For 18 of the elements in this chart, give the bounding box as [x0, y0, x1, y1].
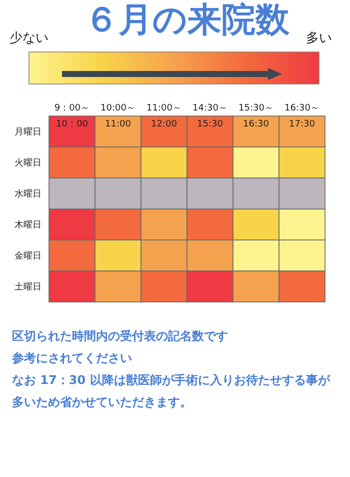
y-tick-label: 火曜日: [14, 158, 42, 168]
y-tick-label: 木曜日: [14, 220, 42, 230]
y-tick-label: 金曜日: [14, 250, 42, 262]
text: なお 17：30 以降は獣医師が手術に入りお待たせする事が多いため省かせていただきます。: [12, 372, 332, 411]
text: 参考にされてください: [12, 350, 133, 367]
y-tick-label: 月曜日: [14, 126, 42, 138]
y-tick-label: 水曜日: [14, 188, 42, 200]
x-tick-label: 11:00～12:00: [146, 104, 182, 130]
color-bar-label: 少ない: [10, 31, 48, 46]
chart-title: ６月の来院数: [84, 0, 290, 40]
text: 区切られた時間内の受付表の記名数です: [12, 328, 229, 345]
x-tick-label: 16:30～17:30: [284, 104, 320, 130]
x-tick-label: 15:30～16:30: [238, 104, 274, 130]
x-tick-label: 9：00～10：00: [54, 104, 90, 130]
x-tick-label: 14:30～15:30: [192, 104, 228, 130]
color-bar-label: 多い: [306, 31, 332, 46]
y-tick-label: 土曜日: [14, 282, 42, 292]
x-tick-label: 10:00～11:00: [100, 104, 136, 130]
